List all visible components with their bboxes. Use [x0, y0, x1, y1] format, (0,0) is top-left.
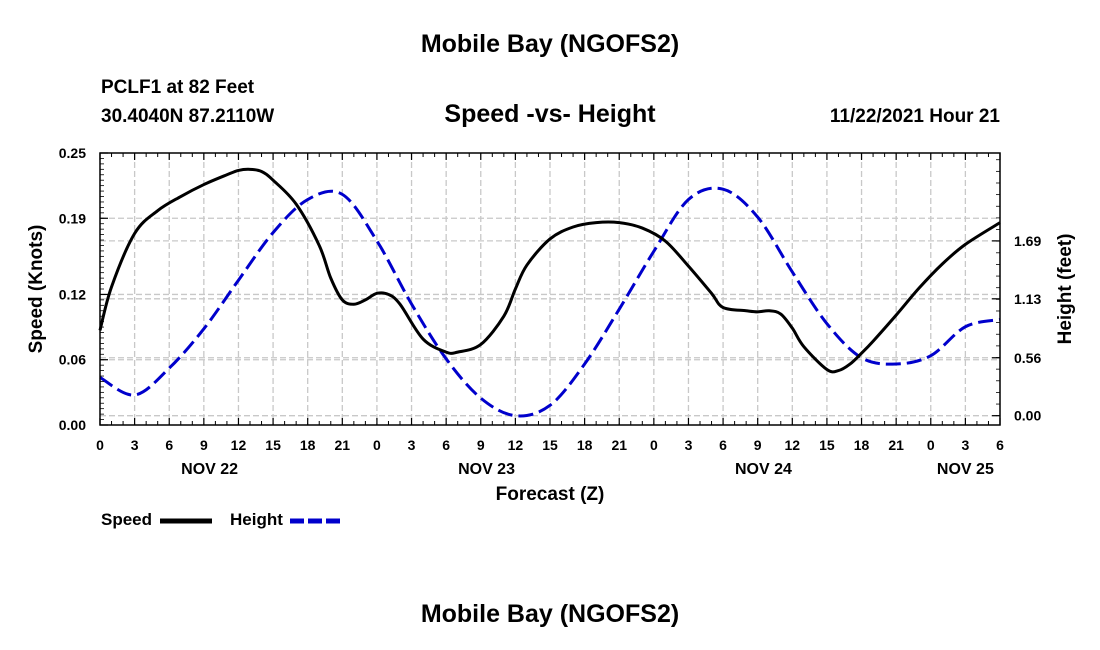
x-tick-label: 15: [265, 437, 281, 453]
y2-tick-label: 0.00: [1014, 408, 1041, 424]
height-series-line: [99, 186, 1001, 418]
x-tick-label: 18: [577, 437, 593, 453]
y2-tick-label: 1.69: [1014, 233, 1041, 249]
x-tick-label: 6: [165, 437, 173, 453]
x-tick-label: 9: [477, 437, 485, 453]
x-tick-label: 3: [961, 437, 969, 453]
y-tick-label: 0.00: [59, 417, 86, 433]
forecast-datetime: 11/22/2021 Hour 21: [829, 106, 1000, 127]
legend-height-label: Height: [230, 510, 283, 529]
x-tick-label: 12: [508, 437, 524, 453]
y-tick-label: 0.12: [59, 286, 86, 302]
y-tick-label: 0.06: [59, 352, 86, 368]
station-label: PCLF1 at 82 Feet: [101, 77, 255, 98]
x-tick-label: 3: [408, 437, 416, 453]
x-tick-label: 0: [96, 437, 104, 453]
x-tick-label: 12: [785, 437, 801, 453]
speed-series-line: [98, 167, 1001, 374]
chart-title: Speed -vs- Height: [444, 100, 656, 128]
footer-title: Mobile Bay (NGOFS2): [420, 600, 680, 628]
y-tick-label: 0.19: [59, 210, 86, 226]
coordinates-label: 30.4040N 87.2110W: [101, 106, 275, 127]
day-label: NOV 24: [735, 461, 792, 478]
x-tick-label: 6: [996, 437, 1004, 453]
x-tick-label: 9: [754, 437, 762, 453]
x-tick-label: 0: [927, 437, 935, 453]
day-label: NOV 25: [937, 461, 994, 478]
x-tick-label: 21: [888, 437, 904, 453]
x-tick-label: 15: [819, 437, 835, 453]
x-tick-label: 12: [231, 437, 247, 453]
x-tick-label: 3: [685, 437, 693, 453]
series-layer: [98, 167, 1001, 418]
y2-tick-label: 1.13: [1014, 291, 1041, 307]
x-tick-label: 18: [300, 437, 316, 453]
x-tick-label: 0: [373, 437, 381, 453]
x-tick-label: 9: [200, 437, 208, 453]
main-title: Mobile Bay (NGOFS2): [420, 30, 680, 58]
y-axis-label: Speed (Knots): [26, 225, 47, 354]
x-tick-label: 21: [335, 437, 351, 453]
y2-axis-label: Height (feet): [1055, 234, 1076, 345]
day-label: NOV 23: [458, 461, 515, 478]
x-tick-label: 21: [611, 437, 627, 453]
legend: Speed Height: [101, 510, 342, 529]
legend-speed-label: Speed: [101, 510, 152, 529]
x-tick-label: 18: [854, 437, 870, 453]
x-tick-label: 6: [442, 437, 450, 453]
x-tick-label: 15: [542, 437, 558, 453]
axis-ticks: 0 3 6 9 12 15 18 21 0 3 6 9 12 15 18 21 0 3 6 9 12 15 18 21 0 3 6N…: [59, 145, 1042, 478]
y2-tick-label: 0.56: [1014, 350, 1041, 366]
y-tick-label: 0.25: [59, 145, 86, 161]
x-axis-label: Forecast (Z): [496, 484, 605, 505]
x-tick-label: 3: [131, 437, 139, 453]
x-tick-label: 0: [650, 437, 658, 453]
grid-lines: [100, 153, 1000, 425]
x-tick-label: 6: [719, 437, 727, 453]
day-label: NOV 22: [181, 461, 238, 478]
